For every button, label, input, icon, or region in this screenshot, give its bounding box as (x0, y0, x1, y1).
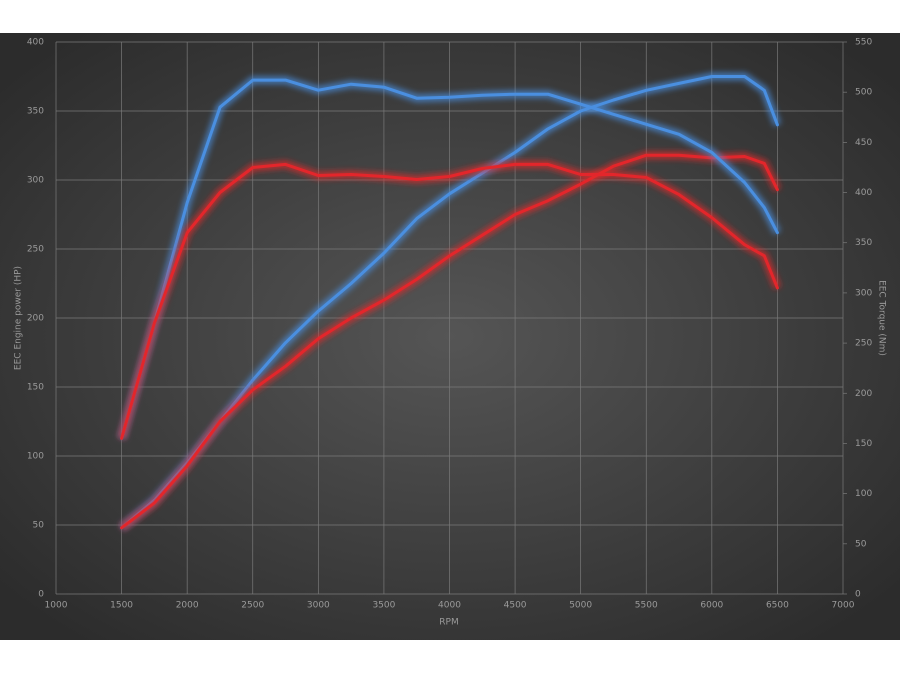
y-tick-label: 400 (27, 38, 44, 48)
series-line (120, 162, 779, 440)
y2-tick-label: 0 (855, 590, 861, 600)
y2-tick-label: 150 (855, 439, 872, 449)
y2-tick-label: 550 (855, 38, 872, 48)
x-tick-label: 5500 (635, 601, 658, 611)
y2-tick-label: 450 (855, 138, 872, 148)
x-tick-label: 4500 (504, 601, 527, 611)
x-tick-label: 2500 (241, 601, 264, 611)
y2-tick-label: 200 (855, 389, 872, 399)
x-tick-label: 4000 (438, 601, 461, 611)
y-tick-label: 50 (33, 521, 45, 531)
y2-tick-label: 100 (855, 489, 872, 499)
y-tick-label: 150 (27, 383, 44, 393)
chart-background (0, 33, 900, 640)
y2-tick-label: 350 (855, 238, 872, 248)
x-axis-label: RPM (439, 618, 458, 628)
y2-tick-label: 250 (855, 339, 872, 349)
x-tick-label: 2000 (176, 601, 199, 611)
y-axis-label: EEC Engine power (HP) (14, 266, 24, 370)
y-tick-label: 100 (27, 452, 44, 462)
x-tick-label: 6500 (766, 601, 789, 611)
y2-axis-label: EEC Torque (Nm) (877, 280, 887, 356)
y-tick-label: 350 (27, 107, 44, 117)
x-tick-label: 7000 (832, 601, 855, 611)
series-line (120, 153, 779, 530)
y2-tick-label: 500 (855, 88, 872, 98)
x-tick-label: 1000 (45, 601, 68, 611)
y2-tick-label: 50 (855, 539, 867, 549)
y2-tick-label: 400 (855, 188, 872, 198)
y-tick-label: 200 (27, 314, 44, 324)
y-tick-label: 0 (38, 590, 44, 600)
x-tick-label: 5000 (569, 601, 592, 611)
y2-tick-label: 300 (855, 288, 872, 298)
series-line (120, 78, 779, 440)
x-tick-label: 1500 (110, 601, 133, 611)
x-tick-label: 3000 (307, 601, 330, 611)
x-tick-label: 3500 (372, 601, 395, 611)
y-tick-label: 250 (27, 245, 44, 255)
x-tick-label: 6000 (700, 601, 723, 611)
y-tick-label: 300 (27, 176, 44, 186)
